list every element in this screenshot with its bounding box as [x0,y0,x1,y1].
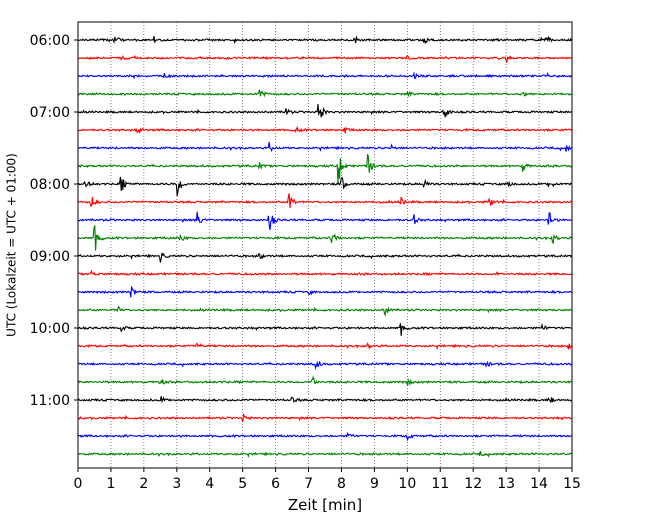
trace-0800 [77,176,572,197]
x-tick-label: 5 [238,476,247,492]
x-tick-label: 0 [74,476,83,492]
y-tick-label: 07:00 [30,105,70,121]
y-tick-label: 09:00 [30,249,70,265]
x-tick-label: 1 [106,476,115,492]
x-tick-label: 4 [205,476,214,492]
trace-0845 [77,225,573,251]
trace-0930 [77,286,573,298]
y-axis-ticks: 06:00 07:00 08:00 09:00 10:00 11:00 [30,33,78,409]
trace-1130 [77,431,572,442]
plot-frame [77,21,573,469]
x-tick-label: 12 [464,476,482,492]
x-tick-label: 8 [337,476,346,492]
y-tick-label: 10:00 [30,321,70,337]
trace-0730 [77,141,572,153]
trace-0645 [77,89,572,98]
y-axis-label: UTC (Lokalzeit = UTC + 01:00) [5,153,19,337]
trace-0600 [77,35,573,45]
trace-0715 [77,126,572,134]
trace-1115 [77,413,572,423]
x-axis-ticks: 0 1 2 3 4 5 6 7 8 9 10 11 12 13 14 15 [74,468,581,492]
trace-1015 [77,342,573,350]
y-tick-label: 08:00 [30,177,70,193]
x-tick-label: 2 [139,476,148,492]
trace-1145 [77,450,572,458]
y-tick-label: 06:00 [30,33,70,49]
x-tick-label: 14 [530,476,548,492]
x-tick-label: 3 [172,476,181,492]
x-tick-label: 11 [431,476,449,492]
trace-0900 [77,252,573,263]
x-axis-label: Zeit [min] [288,496,362,514]
trace-0945 [77,305,572,317]
trace-0630 [77,71,572,80]
x-tick-label: 7 [304,476,313,492]
trace-1030 [77,360,572,371]
trace-0700 [77,103,572,118]
trace-0615 [77,54,572,63]
x-tick-label: 6 [271,476,280,492]
trace-1100 [77,396,572,404]
trace-0915 [77,269,572,277]
x-tick-label: 10 [398,476,416,492]
x-tick-label: 13 [497,476,515,492]
seismogram-traces [77,35,573,458]
trace-1000 [77,322,572,336]
vertical-grid [110,22,540,468]
x-tick-label: 9 [370,476,379,492]
trace-1045 [77,375,572,387]
trace-0745 [77,154,572,184]
trace-0830 [77,211,572,231]
x-tick-label: 15 [563,476,581,492]
y-tick-label: 11:00 [30,393,70,409]
trace-0815 [77,193,572,209]
